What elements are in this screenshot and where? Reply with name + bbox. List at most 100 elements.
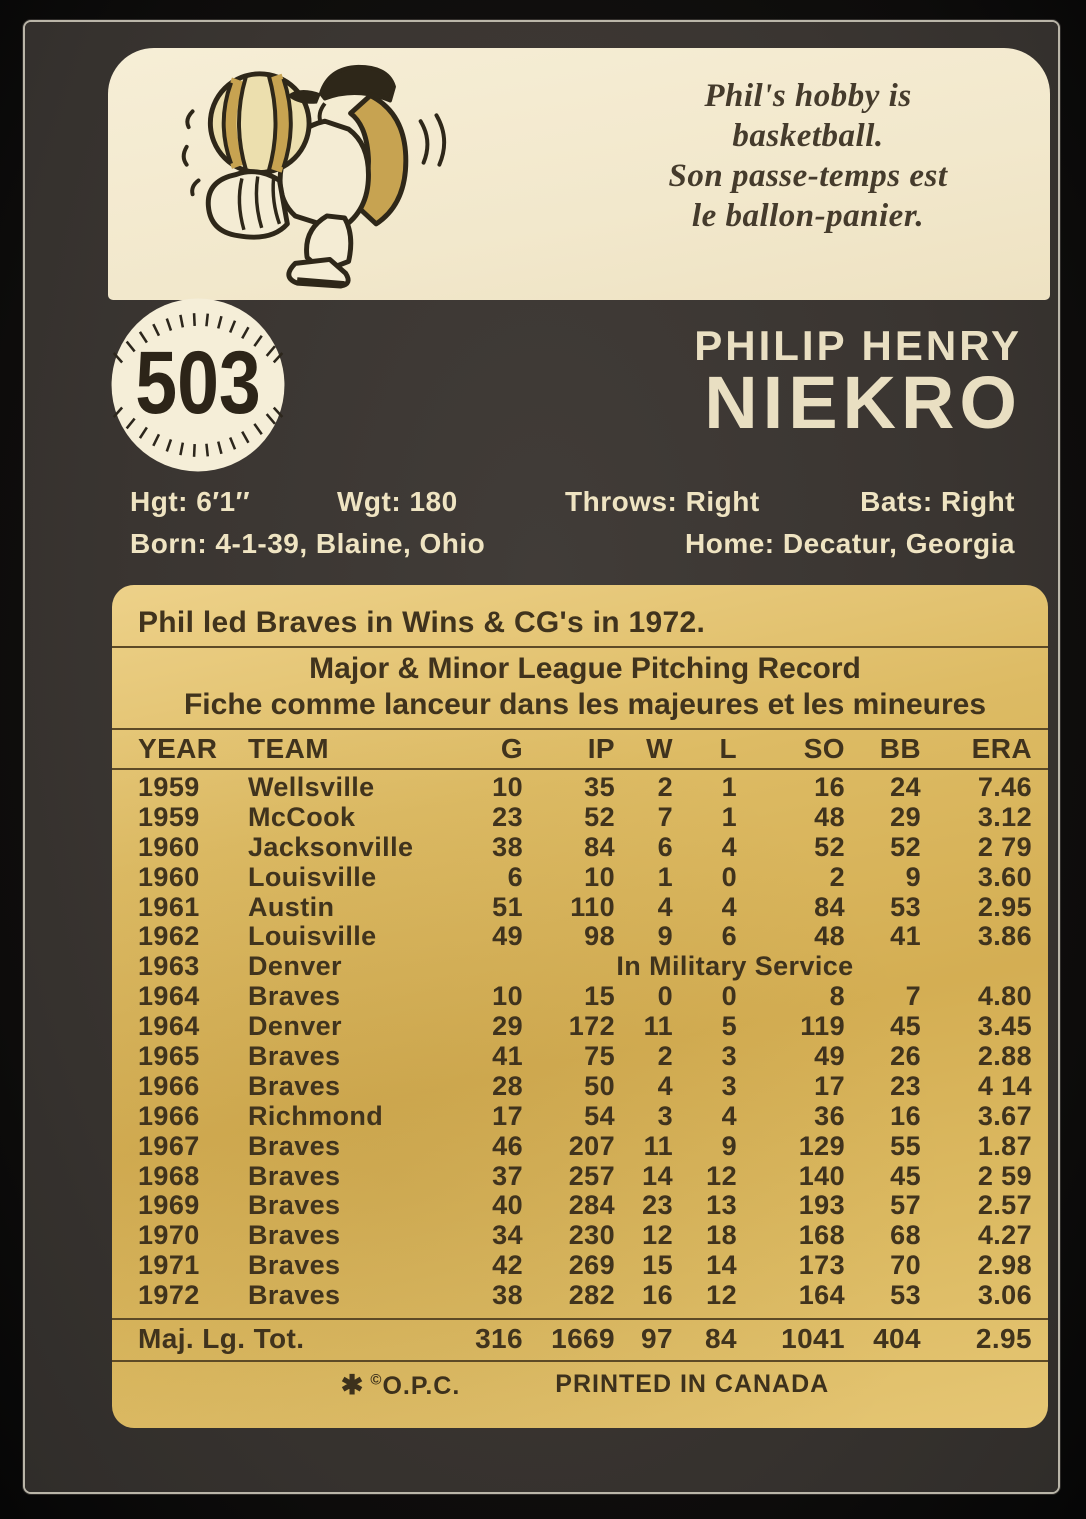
table-cell: 12	[706, 1160, 737, 1191]
table-cell: 50	[584, 1070, 615, 1101]
table-cell: 257	[568, 1160, 615, 1191]
card-footer: ✱ ©O.P.C. PRINTED IN CANADA	[138, 1370, 1032, 1401]
table-cell: Denver	[248, 1011, 342, 1042]
table-cell: 10	[492, 981, 523, 1012]
table-cell: Louisville	[248, 861, 377, 892]
table-row: 1960 Louisville 6 10 1 0 2 9 3.60	[138, 861, 1032, 893]
table-cell: 23	[492, 801, 523, 832]
table-cell: 38	[492, 1280, 523, 1311]
table-cell: 1959	[138, 772, 200, 802]
player-first-names: PHILIP HENRY	[694, 322, 1022, 369]
table-cell: 10	[492, 772, 523, 802]
table-cell: 1959	[138, 801, 200, 832]
table-cell: 1	[721, 772, 737, 802]
baseball-icon: 503	[111, 298, 285, 472]
table-cell: 38	[492, 831, 523, 862]
table-cell: 230	[568, 1220, 615, 1251]
table-cell: 17	[492, 1100, 523, 1131]
table-cell: 4	[721, 1100, 737, 1131]
table-cell: 49	[492, 921, 523, 952]
table-cell: 53	[890, 1280, 921, 1311]
table-cell: 14	[642, 1160, 673, 1191]
home-value: Home: Decatur, Georgia	[685, 528, 1015, 559]
table-cell: 4.80	[977, 981, 1032, 1012]
table-cell: 49	[814, 1041, 845, 1072]
table-cell: Austin	[248, 891, 335, 922]
table-cell: 3	[721, 1041, 737, 1072]
table-cell: 1	[657, 861, 673, 892]
table-cell: 0	[657, 981, 673, 1012]
top-panel: Phil's hobby is basketball. Son passe-te…	[108, 48, 1050, 300]
table-cell: 2	[829, 861, 845, 892]
table-cell: McCook	[248, 801, 356, 832]
column-header-so: SO	[803, 733, 845, 764]
table-cell: 119	[800, 1011, 845, 1042]
table-cell: 6	[657, 831, 673, 862]
divider	[112, 646, 1048, 648]
table-cell: 13	[706, 1190, 737, 1221]
opc-mark: ✱ ©O.P.C.	[341, 1370, 460, 1401]
table-cell: 37	[492, 1160, 523, 1191]
company-name: O.P.C.	[382, 1372, 461, 1401]
hobby-line: Son passe-temps est	[668, 158, 948, 194]
table-cell: 5	[721, 1011, 737, 1042]
table-cell: Braves	[248, 981, 341, 1012]
table-cell: 1972	[138, 1280, 200, 1311]
table-cell: 54	[584, 1100, 615, 1131]
table-cell: 1961	[138, 891, 200, 922]
column-header-g: G	[500, 733, 523, 764]
baseball-card-back: Phil's hobby is basketball. Son passe-te…	[25, 22, 1058, 1492]
totals-cell: 1669	[551, 1323, 615, 1355]
table-cell: 4 14	[977, 1070, 1032, 1101]
table-cell: Wellsville	[248, 772, 375, 802]
table-cell: Braves	[248, 1070, 341, 1101]
table-cell: 51	[492, 891, 523, 922]
table-cell: 53	[890, 891, 921, 922]
table-cell: 52	[814, 831, 845, 862]
table-cell: 0	[721, 861, 737, 892]
totals-cell: 1041	[781, 1323, 845, 1355]
table-cell: 4	[657, 1070, 673, 1101]
totals-row: Maj. Lg. Tot. 316 1669 97 84 1041 404 2.95	[138, 1323, 1032, 1355]
player-name: PHILIP HENRY NIEKRO	[694, 322, 1022, 444]
card-number-ball: 503	[107, 294, 289, 476]
table-cell: 1968	[138, 1160, 200, 1191]
table-cell: 1960	[138, 831, 200, 862]
table-cell: 9	[905, 861, 921, 892]
table-cell: 1.87	[977, 1130, 1032, 1161]
table-cell: 41	[492, 1041, 523, 1072]
table-row: 1960 Jacksonville 38 84 6 4 52 52 2 79	[138, 831, 1032, 863]
table-cell: 41	[890, 921, 921, 952]
table-cell: 3.12	[977, 801, 1032, 832]
table-cell: 40	[492, 1190, 523, 1221]
table-cell: 4	[721, 831, 737, 862]
column-header-bb: BB	[879, 733, 921, 764]
table-cell: 1960	[138, 861, 200, 892]
table-cell: 2.88	[977, 1041, 1032, 1072]
column-header-era: ERA	[971, 733, 1032, 764]
table-cell: Richmond	[248, 1100, 384, 1131]
player-last-name: NIEKRO	[704, 361, 1022, 444]
table-cell: 8	[829, 981, 845, 1012]
stats-panel: Phil led Braves in Wins & CG's in 1972. …	[112, 585, 1048, 1428]
table-cell: 3	[657, 1100, 673, 1131]
cartoon-catcher-icon	[181, 64, 447, 289]
totals-label: Maj. Lg. Tot.	[138, 1323, 305, 1355]
column-header-l: L	[719, 733, 737, 764]
table-row: 1969 Braves 40 284 23 13 193 57 2.57	[138, 1191, 1032, 1221]
table-row: 1966 Braves 28 50 4 3 17 23 4 14	[138, 1070, 1032, 1102]
military-service-note: In Military Service	[616, 951, 854, 982]
born-value: Born: 4-1-39, Blaine, Ohio	[130, 528, 486, 559]
table-cell: 18	[706, 1220, 737, 1251]
hobby-line: basketball.	[732, 118, 884, 154]
table-cell: 7.46	[977, 772, 1032, 802]
table-cell: 2.95	[977, 891, 1032, 922]
column-header-w: W	[646, 733, 673, 764]
column-header-year: YEAR	[138, 733, 218, 764]
hobby-text: Phil's hobby is basketball. Son passe-te…	[578, 76, 1038, 236]
table-cell: 16	[814, 772, 845, 802]
table-cell: 12	[642, 1220, 673, 1251]
table-cell: 1964	[138, 1011, 200, 1042]
table-cell: 84	[584, 831, 615, 862]
table-cell: 1971	[138, 1250, 200, 1281]
